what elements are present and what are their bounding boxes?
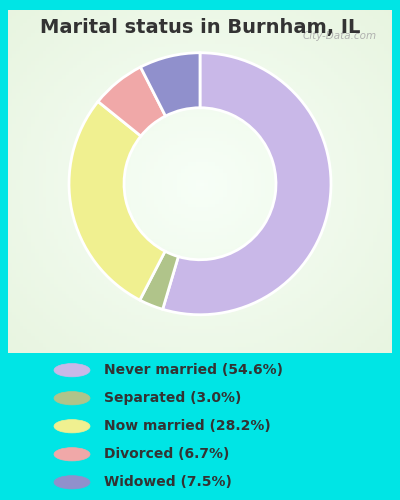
Wedge shape: [140, 52, 200, 116]
Wedge shape: [163, 52, 331, 314]
Text: Divorced (6.7%): Divorced (6.7%): [104, 448, 229, 462]
Wedge shape: [140, 251, 178, 310]
Text: Never married (54.6%): Never married (54.6%): [104, 363, 283, 377]
Wedge shape: [69, 102, 165, 300]
Circle shape: [54, 476, 90, 489]
Circle shape: [54, 448, 90, 461]
Text: Widowed (7.5%): Widowed (7.5%): [104, 476, 232, 490]
Text: City-Data.com: City-Data.com: [302, 31, 377, 41]
Text: Marital status in Burnham, IL: Marital status in Burnham, IL: [40, 18, 360, 36]
Text: Separated (3.0%): Separated (3.0%): [104, 391, 241, 405]
Wedge shape: [98, 67, 166, 136]
Circle shape: [54, 364, 90, 377]
Circle shape: [54, 392, 90, 405]
Text: Now married (28.2%): Now married (28.2%): [104, 419, 271, 433]
Circle shape: [54, 420, 90, 433]
